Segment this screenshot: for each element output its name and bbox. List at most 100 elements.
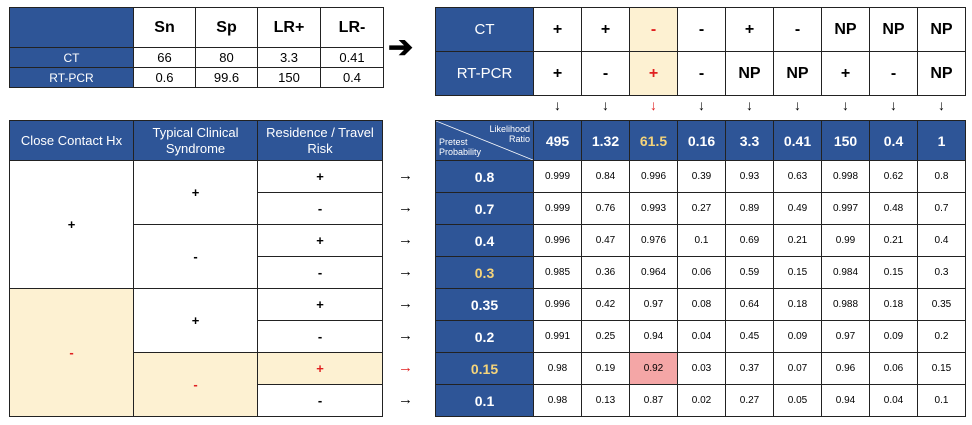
posttest-cell: 0.49 bbox=[773, 192, 822, 225]
posttest-cell: 0.09 bbox=[869, 320, 918, 353]
posttest-cell: 0.05 bbox=[773, 384, 822, 417]
posttest-cell: 0.27 bbox=[677, 192, 726, 225]
right-arrow-icon: → bbox=[398, 231, 413, 248]
combo-pcr-cell: + bbox=[533, 51, 582, 96]
risk-cell: - bbox=[257, 320, 383, 353]
posttest-cell: 0.21 bbox=[869, 224, 918, 257]
prob-row: 0.3 0.985 0.36 0.964 0.06 0.59 0.15 0.984 0.15 0.… bbox=[435, 256, 966, 289]
pretest-value: 0.4 bbox=[435, 224, 534, 257]
risk-cell: + bbox=[257, 224, 383, 257]
posttest-cell: 0.1 bbox=[677, 224, 726, 257]
posttest-cell: 0.09 bbox=[773, 320, 822, 353]
perf-cell: 80 bbox=[195, 47, 258, 68]
combo-pcr-cell: - bbox=[869, 51, 918, 96]
posttest-cell: 0.08 bbox=[677, 288, 726, 321]
down-arrow-icon: ↓ bbox=[746, 97, 753, 113]
contact-cell-highlight: - bbox=[9, 288, 134, 417]
risk-cell: - bbox=[257, 256, 383, 289]
posttest-cell: 0.45 bbox=[725, 320, 774, 353]
down-arrow-icon: ↓ bbox=[890, 97, 897, 113]
right-arrow-icon: → bbox=[398, 391, 413, 408]
lr-value: 3.3 bbox=[725, 120, 774, 161]
prob-corner-cell: Likelihood Ratio Pretest Probability bbox=[435, 120, 534, 161]
posttest-cell: 0.27 bbox=[725, 384, 774, 417]
risk-cell: + bbox=[257, 288, 383, 321]
performance-table: Sn Sp LR+ LR- CT 66 80 3.3 0.41 RT-PCR 0… bbox=[9, 7, 384, 88]
posttest-cell: 0.63 bbox=[773, 160, 822, 193]
perf-header-sn: Sn bbox=[133, 7, 196, 48]
lr-value: 1 bbox=[917, 120, 966, 161]
posttest-cell: 0.15 bbox=[917, 352, 966, 385]
posttest-cell: 0.06 bbox=[869, 352, 918, 385]
clinical-criteria-table: Close Contact Hx Typical Clinical Syndro… bbox=[9, 120, 383, 417]
posttest-cell: 0.76 bbox=[581, 192, 630, 225]
clinical-header-risk: Residence / Travel Risk bbox=[257, 120, 383, 161]
contact-cell: + bbox=[9, 160, 134, 289]
posttest-cell: 0.98 bbox=[533, 352, 582, 385]
lr-value: 1.32 bbox=[581, 120, 630, 161]
combo-label-ct: CT bbox=[435, 7, 534, 52]
right-arrow-icon: → bbox=[398, 295, 413, 312]
posttest-cell: 0.996 bbox=[629, 160, 678, 193]
combo-pcr-cell: - bbox=[581, 51, 630, 96]
posttest-cell: 0.04 bbox=[869, 384, 918, 417]
combo-ct-cell: + bbox=[581, 7, 630, 52]
perf-row-label: RT-PCR bbox=[9, 67, 134, 88]
prob-row: 0.2 0.991 0.25 0.94 0.04 0.45 0.09 0.97 0.09 0.2 bbox=[435, 320, 966, 353]
right-arrow-icon: → bbox=[398, 327, 413, 344]
posttest-cell: 0.985 bbox=[533, 256, 582, 289]
down-arrow-icon-highlight: ↓ bbox=[650, 97, 657, 113]
perf-cell: 0.6 bbox=[133, 67, 196, 88]
posttest-cell: 0.15 bbox=[869, 256, 918, 289]
combo-ct-cell: NP bbox=[821, 7, 870, 52]
posttest-cell: 0.03 bbox=[677, 352, 726, 385]
clinical-header-syndrome: Typical Clinical Syndrome bbox=[133, 120, 258, 161]
syndrome-cell: - bbox=[133, 224, 258, 289]
combo-pcr-cell-highlight: + bbox=[629, 51, 678, 96]
combo-ct-cell: + bbox=[725, 7, 774, 52]
down-arrow-icon: ↓ bbox=[554, 97, 561, 113]
combo-pcr-cell: NP bbox=[917, 51, 966, 96]
prob-row: 0.4 0.996 0.47 0.976 0.1 0.69 0.21 0.99 0.21 0.4 bbox=[435, 224, 966, 257]
posttest-cell: 0.988 bbox=[821, 288, 870, 321]
combo-ct-cell: NP bbox=[869, 7, 918, 52]
prob-row: 0.8 0.999 0.84 0.996 0.39 0.93 0.63 0.998 0.62 0.… bbox=[435, 160, 966, 193]
pretest-value: 0.7 bbox=[435, 192, 534, 225]
posttest-cell: 0.999 bbox=[533, 192, 582, 225]
posttest-cell: 0.39 bbox=[677, 160, 726, 193]
combo-ct-cell-highlight: - bbox=[629, 7, 678, 52]
combo-pcr-cell: NP bbox=[773, 51, 822, 96]
combo-pcr-cell: + bbox=[821, 51, 870, 96]
posttest-cell: 0.48 bbox=[869, 192, 918, 225]
combo-ct-cell: + bbox=[533, 7, 582, 52]
posttest-cell: 0.991 bbox=[533, 320, 582, 353]
posttest-cell: 0.1 bbox=[917, 384, 966, 417]
posttest-cell: 0.3 bbox=[917, 256, 966, 289]
posttest-cell: 0.998 bbox=[821, 160, 870, 193]
pretest-value: 0.35 bbox=[435, 288, 534, 321]
diagonal-divider bbox=[436, 121, 533, 160]
test-combination-table: CT + + - - + - NP NP NP RT-PCR + - + - N… bbox=[435, 7, 966, 96]
posttest-cell: 0.996 bbox=[533, 224, 582, 257]
combo-ct-cell: - bbox=[773, 7, 822, 52]
posttest-cell: 0.94 bbox=[629, 320, 678, 353]
perf-header-lr-neg: LR- bbox=[320, 7, 384, 48]
combo-pcr-cell: NP bbox=[725, 51, 774, 96]
perf-cell: 0.41 bbox=[320, 47, 384, 68]
clinical-header-contact: Close Contact Hx bbox=[9, 120, 134, 161]
pretest-value: 0.1 bbox=[435, 384, 534, 417]
corner-lr-label: Likelihood Ratio bbox=[489, 124, 530, 144]
perf-cell: 150 bbox=[257, 67, 321, 88]
posttest-cell: 0.993 bbox=[629, 192, 678, 225]
lr-value: 0.41 bbox=[773, 120, 822, 161]
right-arrow-icon: → bbox=[398, 199, 413, 216]
posttest-cell: 0.47 bbox=[581, 224, 630, 257]
perf-cell: 66 bbox=[133, 47, 196, 68]
prob-body: 0.8 0.999 0.84 0.996 0.39 0.93 0.63 0.998 0.62 0.… bbox=[435, 160, 966, 417]
posttest-cell: 0.13 bbox=[581, 384, 630, 417]
risk-cell: + bbox=[257, 160, 383, 193]
posttest-cell: 0.964 bbox=[629, 256, 678, 289]
posttest-cell: 0.94 bbox=[821, 384, 870, 417]
down-arrow-icon: ↓ bbox=[602, 97, 609, 113]
posttest-cell: 0.92 bbox=[629, 352, 678, 385]
